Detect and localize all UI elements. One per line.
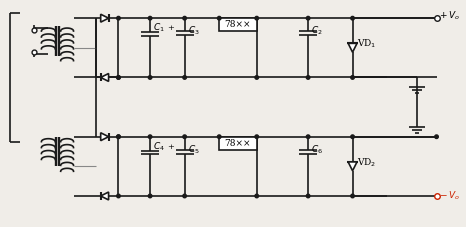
Circle shape	[255, 76, 259, 79]
Circle shape	[306, 194, 310, 198]
Circle shape	[255, 194, 259, 198]
Circle shape	[351, 135, 354, 138]
Text: $C_5$: $C_5$	[188, 143, 199, 156]
Text: $C_1$: $C_1$	[153, 22, 165, 34]
Circle shape	[116, 16, 120, 20]
Circle shape	[148, 76, 152, 79]
Circle shape	[116, 135, 120, 138]
Text: $-\,V_o$: $-\,V_o$	[439, 190, 460, 202]
Circle shape	[183, 76, 186, 79]
Circle shape	[183, 16, 186, 20]
Circle shape	[306, 16, 310, 20]
Circle shape	[116, 76, 120, 79]
Circle shape	[255, 16, 259, 20]
Circle shape	[218, 16, 221, 20]
Polygon shape	[101, 74, 109, 81]
Text: $C_6$: $C_6$	[311, 143, 323, 156]
Circle shape	[148, 135, 152, 138]
Circle shape	[218, 135, 221, 138]
Circle shape	[148, 194, 152, 198]
Polygon shape	[101, 133, 109, 141]
Polygon shape	[101, 192, 109, 200]
Text: VD$_2$: VD$_2$	[357, 156, 377, 169]
Text: +: +	[167, 143, 174, 151]
Text: $C_4$: $C_4$	[153, 140, 165, 153]
Text: 78××: 78××	[225, 139, 251, 148]
Text: $C_2$: $C_2$	[311, 25, 323, 37]
Circle shape	[306, 76, 310, 79]
Text: $+\,V_o$: $+\,V_o$	[439, 10, 460, 22]
Circle shape	[351, 16, 354, 20]
Text: VD$_1$: VD$_1$	[357, 38, 377, 50]
Text: $C_3$: $C_3$	[188, 25, 199, 37]
Bar	[219, 18, 257, 31]
Circle shape	[183, 135, 186, 138]
Circle shape	[183, 194, 186, 198]
Text: 78××: 78××	[225, 20, 251, 29]
Circle shape	[351, 76, 354, 79]
Circle shape	[116, 76, 120, 79]
Circle shape	[255, 135, 259, 138]
Circle shape	[116, 135, 120, 138]
Circle shape	[351, 194, 354, 198]
Polygon shape	[101, 14, 109, 22]
Text: +: +	[167, 24, 174, 32]
Circle shape	[116, 194, 120, 198]
Polygon shape	[348, 162, 357, 171]
Circle shape	[435, 135, 439, 138]
Bar	[219, 137, 257, 150]
Circle shape	[148, 16, 152, 20]
Circle shape	[306, 135, 310, 138]
Polygon shape	[348, 43, 357, 52]
